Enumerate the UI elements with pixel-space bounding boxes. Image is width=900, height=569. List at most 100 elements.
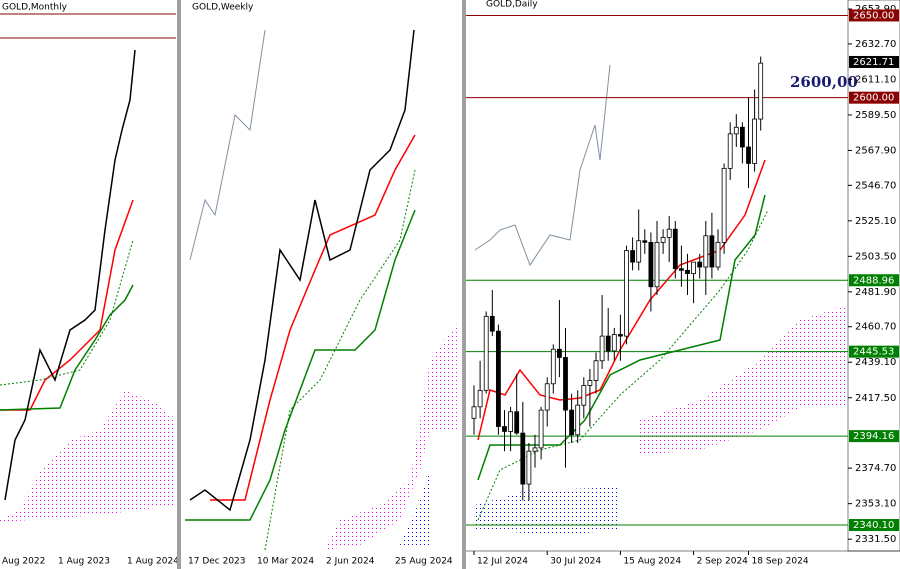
level-label: 2340.10 [853,520,894,531]
level-label: 2650.00 [853,10,894,21]
candle-body [666,228,672,238]
level-label: 2445.53 [853,347,894,358]
monthly-panel: GOLD,Monthly Aug 2022 1 Aug 2023 1 Aug 2… [0,3,179,567]
y-tick-label: 2460.70 [855,322,896,333]
candle-body [642,240,648,243]
candle-body [660,237,666,243]
candle-body [654,241,660,288]
level-label: 2488.96 [853,275,894,286]
price-candles [189,29,415,512]
candle-body [721,167,727,243]
candle-body [679,268,684,271]
x-tick-label: 17 Dec 2023 [188,557,246,567]
y-tick-label: 2525.10 [855,216,896,227]
candle-body [746,146,751,164]
candle-body [648,241,654,288]
price-candles [4,49,136,501]
level-label: 2600.00 [853,93,894,104]
y-tick-label: 2632.70 [855,39,896,50]
span-line [0,239,134,386]
candle-body [587,380,593,386]
candle-body [520,432,526,485]
y-tick-label: 2567.90 [855,145,896,156]
x-tick-label: 2 Sep 2024 [697,557,749,567]
panel-separator [462,0,466,569]
candle-body [697,261,703,268]
candle-body [581,385,587,406]
kijun-line [185,209,416,521]
candle-body [709,235,715,268]
y-tick-label: 2589.50 [855,110,896,121]
candle-body [703,235,709,268]
candle-body [557,348,562,358]
tenkan-line [0,199,134,411]
span-line [264,169,416,551]
y-tick-label: 2611.10 [855,74,896,85]
y-tick-label: 2374.70 [855,463,896,474]
candle-body [605,335,611,352]
candle-body [526,450,532,485]
candle-body [752,118,757,164]
y-tick-label: 2353.10 [855,499,896,510]
x-tick-label: 15 Aug 2024 [623,557,681,567]
candle-body [489,315,495,332]
level-label-box [849,430,899,443]
candle-body [495,330,501,427]
candle-body [727,133,733,169]
y-tick-label: 2439.10 [855,357,896,368]
level-label-box [849,519,899,532]
lagging-span [189,29,266,261]
x-tick-label: 25 Aug 2024 [395,557,453,567]
candle-body [733,126,739,135]
candle-body [618,334,623,337]
y-tick-label: 2546.70 [855,180,896,191]
x-tick-label: 10 Mar 2024 [257,557,314,567]
kijun-line [0,284,134,411]
lagging-span [474,64,611,267]
panel-title: GOLD,Weekly [192,3,254,13]
candle-body [483,315,489,391]
candle-body [544,383,550,411]
x-tick-label: 1 Aug 2023 [58,557,110,567]
current-price-label: 2621.71 [853,57,894,68]
candle-body [630,250,635,263]
candle-body [471,406,477,419]
candle-body [477,389,483,408]
ichimoku-cloud [640,305,848,455]
candle-body [715,241,721,268]
candle-body [532,447,538,452]
tenkan-line [210,134,416,501]
x-tick-label: Aug 2022 [2,557,45,567]
y-tick-label: 2331.50 [855,534,896,545]
candle-body [508,411,514,432]
level-label-box [849,345,899,358]
candle-body [672,228,678,270]
candle-body [624,250,629,337]
panel-title: GOLD,Daily [486,0,538,10]
candle-body [599,335,605,362]
candle-body [758,62,764,120]
candle-body [550,348,556,385]
x-tick-label: 30 Jul 2024 [550,557,601,567]
y-tick-label: 2503.50 [855,251,896,262]
candle-body [611,334,617,352]
ichimoku-cloud [475,488,620,535]
candle-body [593,360,599,381]
x-tick-label: 18 Sep 2024 [752,557,809,567]
current-price-box [849,55,899,68]
candle-body [685,269,690,275]
x-tick-label: 1 Aug 2024 [127,557,179,567]
candle-body [740,126,745,148]
candle-body [569,409,574,436]
panel-separator [177,0,181,569]
annotation: 2600,00 [790,73,858,91]
level-label-box [849,91,899,104]
kijun-line [477,194,766,481]
x-tick-label: 2 Jun 2024 [326,557,375,567]
panel-title: GOLD,Monthly [2,3,68,13]
ichimoku-cloud [400,470,432,545]
weekly-panel: GOLD,Weekly 17 Dec 2023 10 Mar 2024 2 Ju… [185,3,460,567]
candle-body [502,426,507,432]
candle-body [538,409,544,449]
candle-body [575,404,581,436]
